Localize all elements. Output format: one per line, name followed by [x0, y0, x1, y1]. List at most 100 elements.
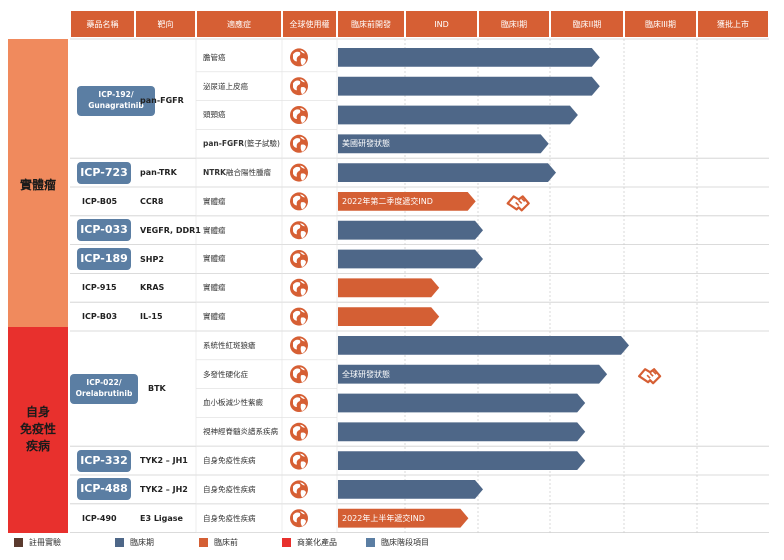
progress-bar — [338, 76, 600, 96]
progress-bar — [338, 451, 586, 470]
header-cell: IND — [406, 11, 477, 37]
globe-icon — [290, 163, 308, 182]
globe-icon — [290, 509, 308, 528]
target-label: BTK — [148, 384, 166, 394]
legend-swatch — [199, 538, 208, 547]
category-band: 自身 免疫性 疾病 — [8, 327, 68, 533]
registration-icon — [14, 538, 23, 547]
indication-label: 實體瘤 — [203, 283, 226, 293]
drug-name[interactable]: ICP-915 — [82, 283, 117, 293]
drug-name-badge[interactable]: ICP-033 — [77, 219, 131, 242]
drug-name-badge[interactable]: ICP-192/ Gunagratinib — [77, 85, 155, 116]
target-label: CCR8 — [140, 196, 164, 206]
target-label: IL-15 — [140, 312, 163, 322]
drug-name-badge[interactable]: ICP-189 — [77, 248, 131, 270]
indication-label: 實體瘤 — [203, 225, 226, 235]
bar-label: 美國研發狀態 — [342, 139, 390, 149]
indication-label: 泌尿道上皮癌 — [203, 81, 248, 91]
legend-item: 註冊實驗 — [14, 537, 61, 548]
drug-name-badge[interactable]: ICP-332 — [77, 449, 131, 472]
globe-icon — [290, 394, 308, 412]
legend-label: 臨床前 — [214, 538, 238, 547]
globe-icon — [290, 365, 308, 384]
legend-item: 商業化產品 — [282, 537, 337, 548]
header-cell: 臨床III期 — [625, 11, 696, 37]
target-label: SHP2 — [140, 254, 164, 264]
globe-icon — [290, 221, 308, 240]
handshake-icon — [506, 195, 530, 212]
globe-icon — [290, 48, 308, 67]
target-label: TYK2 – JH1 — [140, 456, 188, 466]
progress-bar — [338, 307, 440, 326]
legend-label: 註冊實驗 — [29, 538, 61, 547]
globe-icon — [290, 480, 308, 499]
globe-icon — [290, 307, 308, 326]
legend-label: 臨床期 — [130, 538, 154, 547]
target-label: TYK2 – JH2 — [140, 484, 188, 494]
header-cell: 臨床II期 — [551, 11, 623, 37]
legend-item: 臨床階段項目 — [366, 537, 429, 548]
progress-bar — [338, 192, 476, 211]
bar-label: 2022年上半年遞交IND — [342, 513, 425, 523]
drug-name-badge[interactable]: ICP-488 — [77, 478, 131, 501]
indication-label: 實體瘤 — [203, 312, 226, 322]
progress-bar — [338, 278, 440, 298]
bar-label: 2022年第二季度遞交IND — [342, 196, 433, 206]
globe-icon — [290, 250, 308, 268]
globe-icon — [290, 336, 308, 355]
globe-icon — [290, 451, 308, 470]
progress-bar — [338, 393, 586, 413]
drug-name[interactable]: ICP-B03 — [82, 312, 118, 322]
drug-name-badge[interactable]: ICP-723 — [77, 161, 131, 184]
globe-icon — [290, 192, 308, 211]
band-label: 自身 免疫性 疾病 — [19, 405, 56, 454]
progress-bar — [338, 163, 556, 182]
progress-bar — [338, 508, 469, 528]
target-label: pan-TRK — [140, 168, 177, 178]
progress-bar — [338, 48, 600, 67]
handshake-icon — [638, 368, 662, 385]
globe-icon — [290, 278, 308, 297]
indication-label: 膽管癌 — [203, 52, 226, 62]
legend-item: 臨床期 — [115, 537, 154, 548]
category-band: 實體瘤 — [8, 39, 68, 331]
indication-label: 自身免疫性疾病 — [203, 513, 256, 523]
target-label: VEGFR, DDR1 — [140, 225, 201, 235]
indication-label: 血小板減少性紫癜 — [203, 398, 263, 408]
globe-icon — [290, 422, 308, 441]
globe-icon — [290, 77, 308, 96]
band-label: 實體瘤 — [19, 177, 56, 192]
indication-text: (籃子試驗) — [244, 139, 280, 149]
legend-label: 商業化產品 — [297, 538, 337, 547]
legend-swatch — [115, 538, 124, 547]
progress-bar — [338, 422, 586, 442]
indication-label: 自身免疫性疾病 — [203, 484, 256, 494]
drug-name[interactable]: ICP-B05 — [82, 196, 118, 206]
header-cell: 適應症 — [197, 11, 281, 37]
globe-icon — [290, 134, 308, 153]
header-cell: 全球使用權 — [283, 11, 336, 37]
legend-swatch — [282, 538, 291, 547]
indication-label: 實體瘤 — [203, 196, 226, 206]
globe-icon — [290, 106, 308, 124]
header-cell: 獲批上市 — [698, 11, 768, 37]
indication-label: 自身免疫性疾病 — [203, 456, 256, 466]
indication-text: 融合陽性腫瘤 — [225, 168, 271, 178]
bar-label: 全球研發狀態 — [342, 369, 390, 379]
progress-bar — [338, 134, 549, 154]
progress-bar — [338, 336, 629, 355]
drug-name[interactable]: ICP-490 — [82, 513, 117, 523]
legend-label: 臨床階段項目 — [381, 538, 429, 547]
target-label: E3 Ligase — [140, 513, 183, 523]
target-label: pan-FGFR — [140, 96, 184, 106]
progress-bar — [338, 105, 578, 125]
progress-bar — [338, 364, 608, 384]
indication-label: 實體瘤 — [203, 254, 226, 264]
indication-label: pan-FGFR (籃子試驗) — [203, 129, 280, 158]
legend-swatch — [366, 538, 375, 547]
header-cell: 臨床I期 — [479, 11, 549, 37]
drug-name-badge[interactable]: ICP-022/ Orelabrutinib — [70, 373, 138, 404]
progress-bar — [338, 220, 483, 240]
